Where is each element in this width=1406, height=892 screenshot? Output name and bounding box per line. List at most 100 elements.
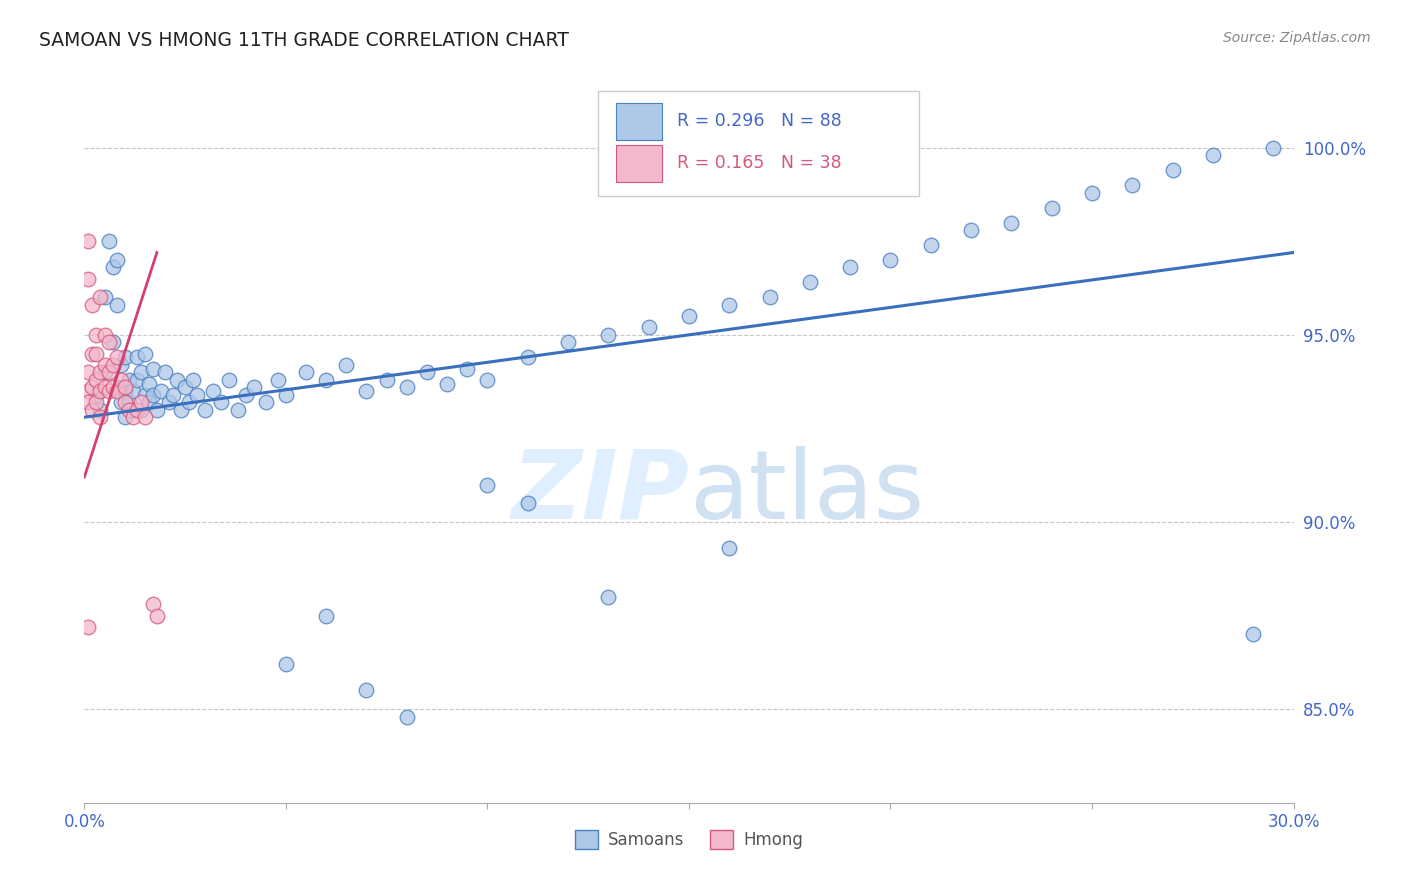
Point <box>295 365 318 379</box>
Point <box>77 365 100 379</box>
FancyBboxPatch shape <box>616 145 662 182</box>
Point <box>110 380 132 394</box>
Point <box>129 365 152 379</box>
Point <box>209 395 232 409</box>
Point <box>477 373 499 387</box>
Point <box>146 608 169 623</box>
Point <box>456 361 478 376</box>
Legend: Samoans, Hmong: Samoans, Hmong <box>568 823 810 856</box>
Point <box>118 373 141 387</box>
Point <box>242 380 264 394</box>
Point <box>89 410 111 425</box>
Point <box>77 234 100 248</box>
Point <box>82 346 104 360</box>
Point <box>86 373 108 387</box>
Point <box>101 358 124 372</box>
Point <box>118 402 141 417</box>
Point <box>89 290 111 304</box>
Point <box>101 380 124 394</box>
Point <box>557 335 579 350</box>
Point <box>121 402 143 417</box>
Point <box>142 388 165 402</box>
Text: ZIP: ZIP <box>510 446 689 539</box>
Point <box>170 402 193 417</box>
Point <box>93 290 115 304</box>
Point <box>114 410 136 425</box>
Point <box>162 388 184 402</box>
Point <box>226 402 249 417</box>
Point <box>1241 627 1264 641</box>
Point <box>274 388 297 402</box>
Point <box>97 335 120 350</box>
Point <box>77 384 100 398</box>
Point <box>395 709 418 723</box>
Point <box>678 309 700 323</box>
Point <box>121 384 143 398</box>
Point <box>174 380 197 394</box>
Point <box>436 376 458 391</box>
Point <box>86 346 108 360</box>
Point <box>105 298 128 312</box>
Point <box>89 402 111 417</box>
Point <box>114 380 136 394</box>
Point <box>142 598 165 612</box>
Point <box>1000 215 1022 229</box>
Text: atlas: atlas <box>689 446 924 539</box>
Point <box>110 373 132 387</box>
Point <box>125 402 148 417</box>
Point <box>356 384 378 398</box>
Point <box>82 402 104 417</box>
Point <box>598 590 620 604</box>
FancyBboxPatch shape <box>616 103 662 140</box>
Point <box>1161 163 1184 178</box>
Point <box>93 380 115 394</box>
Point <box>1263 141 1285 155</box>
Point <box>960 223 983 237</box>
Point <box>134 410 156 425</box>
Point <box>138 395 160 409</box>
Point <box>516 351 538 365</box>
Point <box>718 298 741 312</box>
Point <box>146 402 169 417</box>
Point <box>335 358 357 372</box>
Point <box>267 373 290 387</box>
Point <box>315 608 337 623</box>
Point <box>356 683 378 698</box>
Text: SAMOAN VS HMONG 11TH GRADE CORRELATION CHART: SAMOAN VS HMONG 11TH GRADE CORRELATION C… <box>39 31 569 50</box>
Point <box>149 384 172 398</box>
Point <box>89 384 111 398</box>
Point <box>105 384 128 398</box>
Point <box>186 388 208 402</box>
Point <box>157 395 180 409</box>
Point <box>77 395 100 409</box>
Point <box>718 541 741 556</box>
Point <box>477 477 499 491</box>
Point <box>218 373 240 387</box>
Point <box>134 346 156 360</box>
Point <box>129 402 152 417</box>
Point <box>254 395 277 409</box>
Point <box>153 365 176 379</box>
Point <box>89 365 111 379</box>
Point <box>97 384 120 398</box>
Point <box>93 365 115 379</box>
Point <box>181 373 204 387</box>
Point <box>86 395 108 409</box>
Point <box>166 373 188 387</box>
Point <box>110 395 132 409</box>
Point <box>121 410 143 425</box>
Point <box>114 384 136 398</box>
Point <box>516 496 538 510</box>
Point <box>125 351 148 365</box>
Point <box>637 320 659 334</box>
Point <box>179 395 201 409</box>
Point <box>82 298 104 312</box>
Point <box>416 365 439 379</box>
Point <box>598 327 620 342</box>
Point <box>77 620 100 634</box>
Point <box>101 260 124 275</box>
Point <box>142 361 165 376</box>
Point <box>134 388 156 402</box>
Point <box>138 376 160 391</box>
Point <box>97 234 120 248</box>
